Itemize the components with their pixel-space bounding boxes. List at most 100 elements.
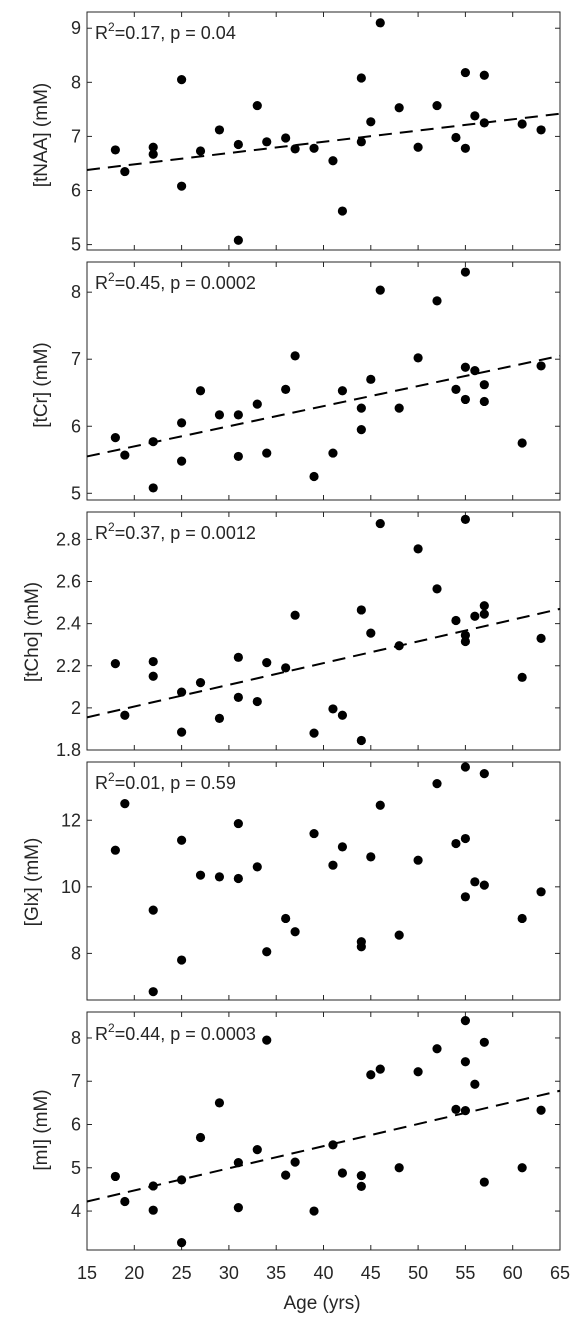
data-point-tcr (451, 384, 461, 394)
data-point-mi (177, 1175, 187, 1185)
data-point-tnaa (460, 143, 470, 153)
data-point-tnaa (309, 143, 319, 153)
data-point-glx (460, 833, 470, 844)
data-point-glx (309, 828, 319, 839)
y-tick-label-tcr: 8 (71, 282, 81, 302)
x-tick-label: 60 (503, 1263, 523, 1283)
data-point-mi (432, 1044, 442, 1054)
data-point-glx (262, 947, 272, 957)
y-tick-label-tcho: 1.8 (56, 740, 81, 760)
data-point-tcr (309, 471, 319, 482)
data-point-glx (460, 892, 470, 902)
data-point-tcr (356, 425, 366, 435)
data-point-mi (177, 1238, 187, 1248)
data-point-tnaa (328, 156, 338, 166)
y-tick-label-tcho: 2.4 (56, 614, 81, 634)
data-point-tnaa (460, 67, 470, 78)
data-point-tnaa (451, 132, 461, 143)
y-axis-label-tnaa: [tNAA] (mM) (31, 83, 52, 188)
panel-tnaa: [tNAA] (mM) R2=0.17, p = 0.04 5 6 7 8 9 (31, 11, 561, 255)
data-point-tnaa (233, 139, 243, 150)
data-point-tcr (337, 386, 348, 396)
data-point-tcho (413, 544, 423, 554)
y-tick-label-glx: 8 (71, 943, 81, 963)
data-point-tcr (233, 410, 243, 420)
data-point-tnaa (262, 137, 272, 147)
data-point-glx (394, 930, 404, 940)
data-point-glx (337, 842, 348, 852)
x-tick-label: 45 (361, 1263, 381, 1283)
data-point-glx (177, 955, 187, 965)
data-point-tcho (195, 678, 206, 688)
y-tick-label-tnaa: 6 (71, 181, 81, 201)
y-tick-label-mi: 4 (71, 1201, 81, 1221)
data-point-mi (460, 1016, 470, 1026)
data-point-glx (413, 855, 423, 865)
data-point-mi (195, 1132, 206, 1143)
stats-label-glx: R2=0.01, p = 0.59 (95, 770, 236, 793)
data-point-glx (451, 838, 461, 849)
data-point-tcr (328, 448, 338, 458)
x-tick-label: 25 (172, 1263, 192, 1283)
data-point-tnaa (366, 117, 376, 127)
data-point-glx (356, 942, 366, 952)
data-point-tcr (432, 296, 442, 306)
data-point-tnaa (517, 119, 527, 129)
data-point-tcr (290, 351, 300, 361)
data-point-tcr (517, 438, 527, 448)
data-point-mi (394, 1163, 404, 1173)
data-point-tcho (356, 735, 366, 746)
data-point-mi (517, 1163, 527, 1173)
data-point-tcho (394, 641, 404, 651)
data-point-glx (195, 870, 206, 880)
data-point-tnaa (356, 137, 366, 147)
data-point-tnaa (470, 111, 480, 121)
fit-line-tnaa (86, 112, 561, 171)
data-point-mi (148, 1205, 158, 1215)
data-point-tnaa (337, 206, 348, 216)
data-point-tcho (120, 710, 130, 720)
data-point-glx (290, 927, 300, 937)
y-tick-label-tcr: 7 (71, 349, 81, 369)
data-point-mi (460, 1057, 470, 1067)
stats-label-tcho: R2=0.37, p = 0.0012 (95, 520, 256, 543)
data-point-tcr (252, 399, 262, 409)
data-point-tcho (148, 671, 158, 681)
data-point-tnaa (195, 146, 206, 156)
data-point-tcho (281, 663, 291, 673)
y-tick-label-glx: 10 (61, 877, 81, 897)
data-point-mi (356, 1181, 366, 1191)
panel-tcr: [tCr] (mM) R2=0.45, p = 0.0002 5 6 7 8 (31, 261, 561, 503)
data-point-mi (233, 1157, 243, 1168)
data-point-glx (432, 779, 442, 789)
data-point-tcr (460, 394, 470, 405)
data-point-tnaa (177, 181, 187, 191)
fit-line-tcr (86, 354, 561, 458)
data-point-tcho (214, 713, 225, 724)
x-tick-label: 50 (408, 1263, 428, 1283)
data-point-glx (148, 987, 158, 997)
stats-label-mi: R2=0.44, p = 0.0003 (95, 1021, 256, 1044)
data-point-tnaa (177, 75, 187, 85)
data-point-mi (252, 1145, 262, 1155)
data-point-tcr (460, 267, 470, 277)
y-tick-label-tcho: 2.8 (56, 529, 81, 549)
data-point-tcr (281, 384, 291, 394)
x-tick-label: 35 (266, 1263, 286, 1283)
y-tick-label-tcho: 2.2 (56, 656, 81, 676)
data-point-tcr (120, 450, 130, 460)
y-tick-label-mi: 7 (71, 1071, 81, 1091)
data-point-tcho (177, 727, 187, 737)
stats-label-tcr: R2=0.45, p = 0.0002 (95, 270, 256, 293)
data-point-tcho (356, 605, 366, 615)
fit-line-tcho (86, 607, 561, 719)
y-axis-label-mi: [mI] (mM) (31, 1089, 52, 1170)
data-point-tcho (479, 609, 489, 619)
data-point-tcr (375, 285, 385, 295)
data-point-tnaa (281, 133, 291, 143)
data-point-mi (309, 1206, 319, 1216)
data-point-tcho (470, 611, 480, 621)
data-point-tcr (262, 448, 272, 458)
data-point-tcr (536, 361, 546, 371)
data-point-tcho (432, 584, 442, 594)
